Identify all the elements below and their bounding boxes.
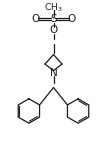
Text: O: O <box>68 14 76 24</box>
Text: O: O <box>49 25 58 35</box>
Text: CH$_3$: CH$_3$ <box>44 1 63 14</box>
Text: O: O <box>31 14 39 24</box>
Text: S: S <box>50 14 57 24</box>
Text: N: N <box>50 68 57 78</box>
